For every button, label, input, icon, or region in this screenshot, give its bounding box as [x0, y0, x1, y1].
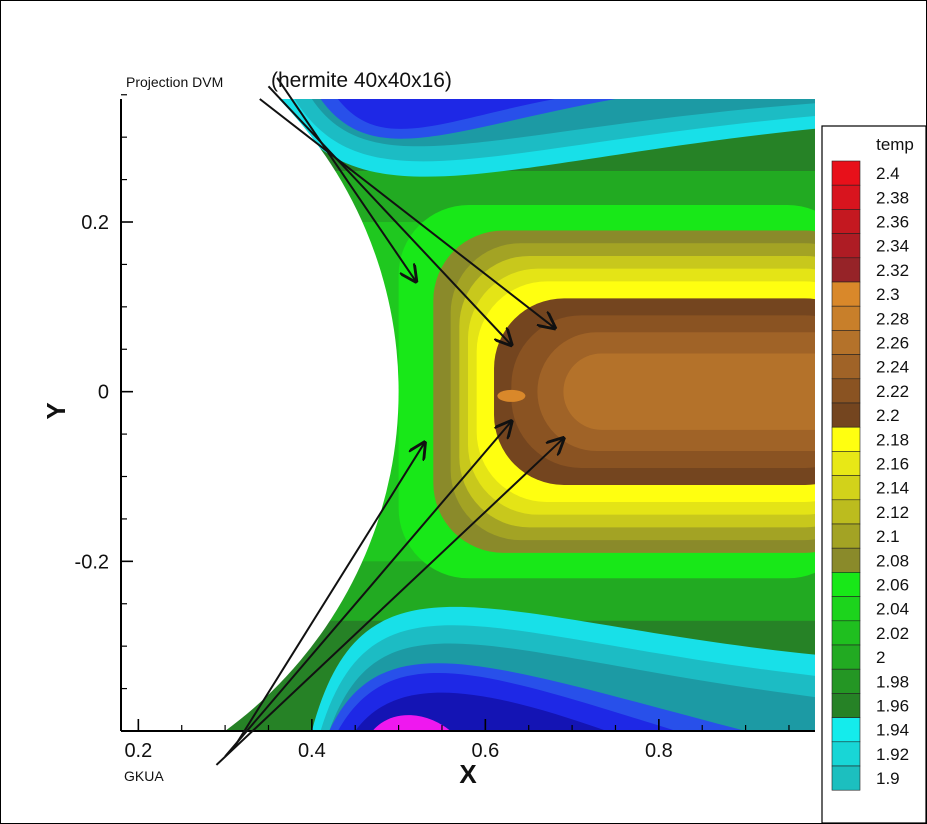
legend-title: temp	[876, 135, 914, 154]
legend-swatch	[831, 572, 861, 597]
legend-swatch	[831, 160, 861, 186]
legend-swatch	[831, 402, 861, 428]
arrow	[267, 85, 511, 345]
field-lobe-blue	[337, 99, 555, 129]
x-tick-label: 0.4	[298, 740, 326, 762]
legend-label: 2.26	[876, 334, 909, 353]
legend-label: 2.04	[876, 600, 909, 619]
legend-label: 1.96	[876, 697, 909, 716]
legend-label: 2.34	[876, 237, 909, 256]
y-axis-label: Y	[41, 402, 71, 419]
legend-label: 2.2	[876, 406, 900, 425]
x-axis-label: X	[459, 759, 477, 789]
legend-swatch	[831, 426, 861, 452]
arrow	[259, 98, 555, 328]
legend-swatch	[831, 741, 861, 767]
legend-swatch	[831, 644, 861, 670]
y-tick-label: -0.2	[75, 551, 109, 573]
cylinder-body	[121, 99, 399, 731]
legend-label: 2.3	[876, 285, 900, 304]
y-tick-label: 0	[98, 382, 109, 404]
arrow	[224, 421, 511, 758]
legend-label: 1.92	[876, 745, 909, 764]
chart-title-prefix: Projection DVM	[126, 74, 223, 90]
arrow	[276, 77, 416, 282]
legend-label: 2.32	[876, 261, 909, 280]
legend-swatch	[831, 184, 861, 210]
x-tick-label: 0.2	[124, 740, 152, 762]
legend: temp 2.4 2.38 2.36 2.34 2.32 2.3 2.28 2.26 2.24 2…	[821, 125, 927, 824]
arrow	[215, 438, 563, 766]
bottom-label: GKUA	[124, 768, 164, 784]
legend-swatch	[831, 257, 861, 283]
legend-label: 1.94	[876, 721, 909, 740]
legend-swatch	[831, 717, 861, 743]
chart-title: (hermite 40x40x16)	[271, 69, 452, 92]
legend-swatch	[831, 330, 861, 355]
arrow	[232, 443, 425, 749]
legend-label: 2.02	[876, 624, 909, 643]
legend-label: 2.18	[876, 430, 909, 449]
legend-label: 2.22	[876, 382, 909, 401]
legend-swatch	[831, 354, 861, 380]
legend-swatch	[831, 523, 861, 549]
legend-label: 2.12	[876, 503, 909, 522]
legend-swatch	[831, 209, 861, 234]
legend-swatch	[831, 451, 861, 476]
legend-items: 2.42.382.362.342.322.32.282.262.242.222.…	[831, 160, 909, 791]
field-lobe-magenta	[372, 715, 451, 731]
x-tick-label: 0.8	[645, 740, 673, 762]
legend-label: 2.36	[876, 213, 909, 232]
legend-swatch	[831, 378, 861, 404]
legend-label: 1.98	[876, 672, 909, 691]
legend-label: 2.1	[876, 527, 900, 546]
legend-label: 2.06	[876, 576, 909, 595]
field-hotspot	[497, 389, 526, 402]
legend-swatch	[831, 765, 861, 791]
legend-swatch	[831, 668, 861, 694]
legend-swatch	[831, 305, 861, 331]
legend-swatch	[831, 499, 861, 525]
legend-label: 2.08	[876, 551, 909, 570]
field-core-brown-light	[563, 353, 815, 430]
legend-swatch	[831, 620, 861, 646]
legend-label: 2.14	[876, 479, 909, 498]
legend-swatch	[831, 233, 861, 259]
legend-swatch	[831, 281, 861, 307]
axes	[120, 99, 815, 732]
legend-label: 1.9	[876, 769, 900, 788]
legend-swatch	[831, 475, 861, 501]
x-tick-label: 0.6	[471, 740, 499, 762]
legend-swatch	[831, 693, 861, 718]
legend-label: 2.38	[876, 188, 909, 207]
cylinder-surface	[121, 99, 399, 731]
legend-swatch	[831, 547, 861, 573]
legend-label: 2	[876, 648, 885, 667]
y-tick-label: 0.2	[81, 212, 109, 234]
arrow-annotations	[215, 77, 563, 766]
legend-label: 2.16	[876, 455, 909, 474]
legend-label: 2.28	[876, 309, 909, 328]
axis-ticks: 0.2 0.4 0.6 0.8 0.2 0 -0.2	[75, 94, 790, 762]
legend-label: 2.4	[876, 164, 900, 183]
legend-swatch	[831, 596, 861, 622]
legend-label: 2.24	[876, 358, 909, 377]
